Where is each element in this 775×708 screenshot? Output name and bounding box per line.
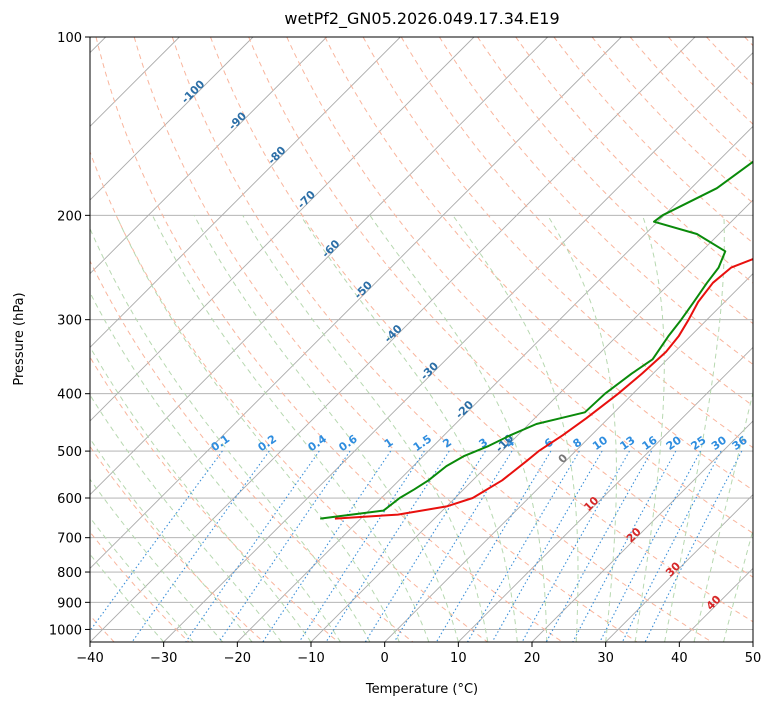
x-tick-label: −10	[297, 651, 324, 666]
mixing-ratio-line	[545, 450, 653, 642]
isotherm-line	[310, 199, 753, 642]
y-tick-label: 900	[57, 596, 82, 611]
isotherm-line	[237, 125, 753, 642]
y-tick-label: 100	[57, 31, 82, 46]
moist-adiabat-line	[151, 215, 430, 642]
isotherm-line	[458, 346, 753, 642]
dry-adiabat-line	[133, 37, 638, 642]
dry-adiabat-line	[400, 37, 753, 407]
mixing-ratio-line	[621, 450, 722, 642]
mixing-ratio-line	[599, 450, 701, 642]
y-tick-label: 700	[57, 532, 82, 547]
y-tick-label: 600	[57, 492, 82, 507]
moist-adiabat-line	[693, 390, 753, 642]
moist-adiabat-line	[90, 478, 223, 642]
dry-adiabat-line	[324, 37, 753, 491]
x-tick-label: 30	[597, 651, 614, 666]
dry-adiabat-line	[90, 445, 264, 642]
dry-adiabat-line	[210, 37, 753, 623]
y-tick-label: 400	[57, 388, 82, 403]
moist-adiabat-line	[90, 553, 165, 642]
mixing-ratio-line	[644, 450, 743, 642]
isotherm-line	[605, 494, 753, 642]
mixing-ratio-line	[218, 450, 351, 642]
mixing-ratio-line	[262, 450, 392, 642]
mixing-ratio-line	[298, 450, 425, 642]
mixing-ratio-line	[393, 450, 513, 642]
x-tick-label: −20	[224, 651, 251, 666]
y-tick-label: 1000	[49, 623, 82, 638]
moist-adiabat-line	[90, 394, 282, 642]
moist-adiabat-line	[90, 227, 371, 642]
mixing-ratio-line	[572, 450, 677, 642]
isotherm-line	[90, 37, 548, 496]
moist-adiabat-line	[547, 215, 617, 642]
y-tick-label: 800	[57, 566, 82, 581]
dewpoint-profile-line	[320, 160, 753, 520]
x-tick-label: 0	[381, 651, 389, 666]
isotherm-line	[90, 37, 327, 275]
isotherm-line	[90, 37, 475, 422]
x-tick-label: 10	[450, 651, 467, 666]
x-tick-label: −40	[76, 651, 103, 666]
isotherm-line	[90, 37, 622, 569]
x-tick-label: 40	[671, 651, 688, 666]
moist-adiabat-line	[115, 215, 400, 642]
mixing-ratio-line	[185, 450, 320, 642]
moist-adiabat-line	[90, 516, 194, 642]
plot-frame	[89, 36, 754, 643]
y-tick-label: 200	[57, 209, 82, 224]
moist-adiabat-line	[90, 437, 253, 642]
y-axis-label: Pressure (hPa)	[12, 292, 27, 385]
isotherm-line	[531, 420, 753, 642]
x-axis-label: Temperature (°C)	[365, 682, 478, 697]
isotherm-line	[90, 37, 696, 642]
dry-adiabat-line	[362, 37, 753, 449]
isotherm-line	[384, 273, 753, 642]
dry-adiabat-line	[90, 150, 488, 642]
y-tick-label: 300	[57, 314, 82, 329]
isotherm-line	[163, 52, 753, 642]
dry-adiabat-line	[248, 37, 753, 578]
mixing-ratio-line	[90, 450, 223, 632]
isotherm-line	[90, 37, 401, 348]
dry-adiabat-line	[95, 37, 563, 642]
x-tick-label: 50	[745, 651, 762, 666]
moist-adiabat-line	[90, 346, 312, 642]
isotherm-line	[90, 37, 254, 201]
moist-adiabat-line	[242, 215, 489, 642]
dry-adiabat-line	[171, 37, 712, 642]
moist-adiabat-line	[90, 291, 341, 642]
x-tick-label: −30	[150, 651, 177, 666]
moist-adiabat-line	[193, 215, 459, 642]
moist-adiabat-line	[452, 215, 579, 642]
x-tick-label: 20	[524, 651, 541, 666]
moist-adiabat-line	[723, 528, 753, 642]
moist-adiabat-line	[300, 215, 518, 642]
y-tick-label: 500	[57, 445, 82, 460]
mixing-ratio-line	[521, 450, 630, 642]
chart-title: wetPf2_GN05.2026.049.17.34.E19	[284, 9, 559, 29]
moist-adiabat-line	[369, 215, 548, 642]
mixing-ratio-line	[491, 450, 603, 642]
temperature-profile-line	[334, 257, 753, 520]
